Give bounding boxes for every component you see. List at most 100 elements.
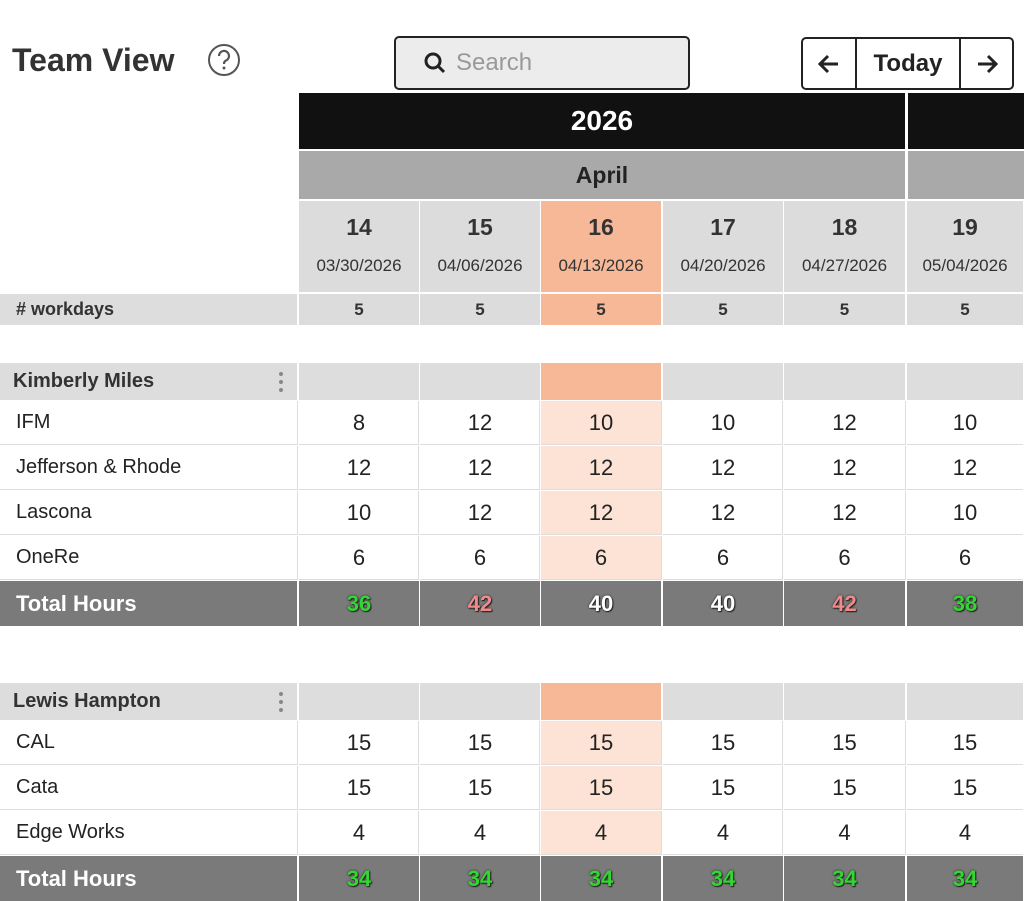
hours-cell: 15 bbox=[907, 766, 1023, 810]
column-divider bbox=[297, 721, 298, 765]
week-header: 14 03/30/2026 bbox=[299, 201, 419, 292]
week-start-date: 04/06/2026 bbox=[437, 256, 523, 275]
total-hours: 34 bbox=[420, 856, 540, 901]
team-week-cell bbox=[299, 683, 419, 720]
column-divider bbox=[782, 811, 783, 855]
week-header: 19 05/04/2026 bbox=[907, 201, 1023, 292]
week-number: 14 bbox=[346, 213, 372, 240]
workdays-value: 5 bbox=[541, 294, 661, 325]
hours-cell: 15 bbox=[907, 721, 1023, 765]
hours-cell: 12 bbox=[299, 446, 419, 490]
hours-cell: 6 bbox=[420, 536, 540, 580]
total-label: Total Hours bbox=[0, 581, 297, 626]
column-divider bbox=[418, 446, 419, 490]
total-label: Total Hours bbox=[0, 856, 297, 901]
team-menu[interactable] bbox=[278, 691, 284, 713]
month-header: April bbox=[299, 151, 905, 199]
hours-cell: 12 bbox=[784, 446, 905, 490]
column-divider bbox=[661, 536, 662, 580]
hours-cell: 4 bbox=[663, 811, 783, 855]
total-hours: 34 bbox=[784, 856, 905, 901]
total-hours: 42 bbox=[784, 581, 905, 626]
column-divider bbox=[418, 811, 419, 855]
column-divider bbox=[418, 766, 419, 810]
hours-cell: 8 bbox=[299, 401, 419, 445]
next-button[interactable] bbox=[959, 37, 1014, 90]
column-divider bbox=[297, 766, 298, 810]
total-hours: 34 bbox=[907, 856, 1023, 901]
hours-cell: 4 bbox=[420, 811, 540, 855]
hours-cell: 15 bbox=[541, 766, 661, 810]
team-name: Kimberly Miles bbox=[0, 363, 297, 400]
search-box[interactable]: Search bbox=[394, 36, 690, 90]
search-icon bbox=[424, 52, 446, 74]
week-header: 16 04/13/2026 bbox=[541, 201, 661, 292]
hours-cell: 6 bbox=[907, 536, 1023, 580]
week-number: 16 bbox=[588, 213, 614, 240]
hours-cell: 12 bbox=[663, 491, 783, 535]
total-hours: 34 bbox=[299, 856, 419, 901]
column-divider bbox=[418, 536, 419, 580]
hours-cell: 6 bbox=[541, 536, 661, 580]
column-divider bbox=[418, 721, 419, 765]
column-divider bbox=[539, 721, 540, 765]
column-divider bbox=[539, 811, 540, 855]
project-name: OneRe bbox=[0, 536, 297, 580]
today-button[interactable]: Today bbox=[855, 37, 961, 90]
week-start-date: 04/27/2026 bbox=[801, 256, 888, 275]
week-number: 18 bbox=[831, 213, 858, 240]
column-divider bbox=[782, 491, 783, 535]
hours-cell: 15 bbox=[420, 766, 540, 810]
week-start-date: 04/20/2026 bbox=[680, 256, 766, 275]
total-hours: 34 bbox=[541, 856, 661, 901]
team-week-cell bbox=[299, 363, 419, 400]
week-start-date: 03/30/2026 bbox=[316, 256, 402, 275]
hours-cell: 6 bbox=[663, 536, 783, 580]
column-divider bbox=[661, 401, 662, 445]
column-divider bbox=[661, 721, 662, 765]
hours-cell: 15 bbox=[299, 766, 419, 810]
column-divider bbox=[297, 811, 298, 855]
prev-button[interactable] bbox=[801, 37, 857, 90]
project-name: Cata bbox=[0, 766, 297, 810]
team-week-cell bbox=[541, 363, 661, 400]
column-divider bbox=[905, 446, 906, 490]
search-placeholder: Search bbox=[456, 49, 533, 76]
column-divider bbox=[782, 721, 783, 765]
week-start-date: 04/13/2026 bbox=[558, 256, 644, 275]
column-divider bbox=[905, 721, 906, 765]
help-icon[interactable] bbox=[207, 43, 241, 77]
hours-cell: 6 bbox=[299, 536, 419, 580]
hours-cell: 15 bbox=[663, 766, 783, 810]
workdays-value: 5 bbox=[663, 294, 783, 325]
total-hours: 38 bbox=[907, 581, 1023, 626]
team-week-cell bbox=[420, 683, 540, 720]
hours-cell: 12 bbox=[420, 401, 540, 445]
hours-cell: 12 bbox=[784, 401, 905, 445]
column-divider bbox=[782, 766, 783, 810]
page-title: Team View bbox=[12, 41, 175, 78]
column-divider bbox=[782, 446, 783, 490]
column-divider bbox=[905, 491, 906, 535]
hours-cell: 4 bbox=[907, 811, 1023, 855]
column-divider bbox=[297, 401, 298, 445]
project-name: CAL bbox=[0, 721, 297, 765]
hours-cell: 15 bbox=[784, 721, 905, 765]
team-week-cell bbox=[663, 683, 783, 720]
hours-cell: 4 bbox=[784, 811, 905, 855]
hours-cell: 10 bbox=[907, 401, 1023, 445]
arrow-left bbox=[817, 54, 838, 73]
week-number: 15 bbox=[467, 213, 493, 240]
hours-cell: 12 bbox=[663, 446, 783, 490]
hours-cell: 10 bbox=[299, 491, 419, 535]
total-hours: 40 bbox=[663, 581, 783, 626]
team-week-cell bbox=[907, 683, 1023, 720]
column-divider bbox=[905, 766, 906, 810]
team-week-cell bbox=[541, 683, 661, 720]
total-hours: 40 bbox=[541, 581, 661, 626]
workdays-value: 5 bbox=[299, 294, 419, 325]
column-divider bbox=[905, 811, 906, 855]
column-divider bbox=[418, 401, 419, 445]
team-menu[interactable] bbox=[278, 371, 284, 393]
